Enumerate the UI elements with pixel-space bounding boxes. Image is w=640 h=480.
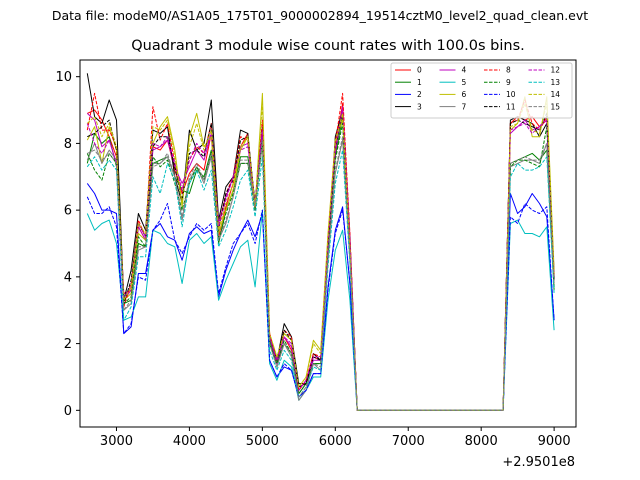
x-offset-label: +2.9501e8: [502, 455, 575, 470]
x-tick-label: 5000: [246, 434, 279, 449]
legend-label-11: 11: [506, 102, 516, 111]
y-axis: 0 2 4 6 8 10: [55, 70, 80, 419]
y-tick-label: 4: [64, 270, 72, 285]
series-line-15: [87, 136, 555, 411]
series-line-11: [87, 112, 555, 411]
axes-frame: [79, 59, 577, 428]
y-tick-label: 6: [64, 204, 72, 219]
legend-label-13: 13: [551, 78, 561, 87]
x-tick-label: 8000: [465, 434, 498, 449]
legend-label-2: 2: [417, 90, 422, 99]
y-tick-label: 10: [55, 70, 72, 85]
figure-suptitle: Data file: modeM0/AS1A05_175T01_90000028…: [52, 8, 588, 23]
x-tick-label: 4000: [173, 434, 206, 449]
legend-label-1: 1: [417, 78, 422, 87]
legend-label-4: 4: [462, 66, 467, 75]
x-tick-label: 7000: [392, 434, 425, 449]
x-tick-label: 3000: [100, 434, 133, 449]
legend-label-12: 12: [551, 66, 561, 75]
series-line-10: [86, 196, 555, 411]
x-tick-label: 6000: [319, 434, 352, 449]
x-axis: 3000 4000 5000 6000 7000 8000 9000: [100, 427, 571, 449]
x-tick-label: 9000: [538, 434, 571, 449]
y-tick-label: 2: [64, 337, 72, 352]
legend-label-9: 9: [506, 78, 511, 87]
legend-label-5: 5: [462, 78, 467, 87]
chart-title: Quadrant 3 module wise count rates with …: [131, 38, 525, 54]
legend-box: [390, 62, 573, 119]
y-tick-label: 0: [64, 404, 72, 419]
legend-label-0: 0: [417, 66, 422, 75]
series-line-5: [86, 209, 555, 411]
plot-lines: [86, 73, 555, 411]
legend-label-15: 15: [551, 102, 561, 111]
legend-label-10: 10: [506, 90, 516, 99]
legend-label-14: 14: [551, 90, 561, 99]
series-line-13: [86, 149, 555, 411]
legend-label-3: 3: [417, 102, 422, 111]
legend-label-7: 7: [462, 102, 467, 111]
legend-label-8: 8: [506, 66, 511, 75]
y-tick-label: 8: [64, 137, 72, 152]
legend-label-6: 6: [462, 90, 467, 99]
